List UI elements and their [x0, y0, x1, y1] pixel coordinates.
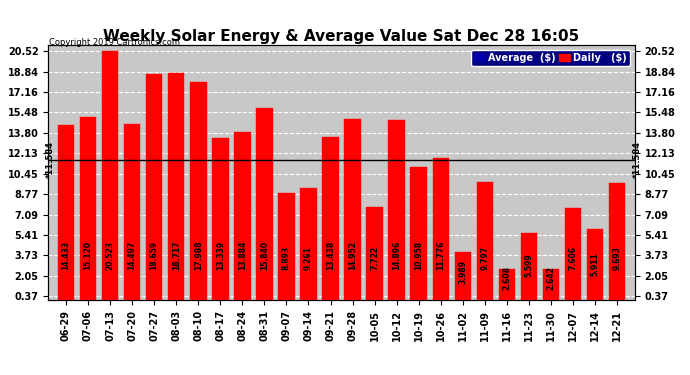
- Bar: [300, 188, 317, 301]
- Text: 8.893: 8.893: [282, 246, 291, 270]
- Text: 2.642: 2.642: [546, 266, 555, 290]
- Text: 14.952: 14.952: [348, 242, 357, 270]
- Text: 13.884: 13.884: [238, 241, 247, 270]
- Text: 15.840: 15.840: [260, 241, 269, 270]
- Bar: [455, 252, 471, 301]
- Text: 14.896: 14.896: [392, 241, 401, 270]
- Bar: [543, 269, 560, 301]
- Bar: [212, 138, 228, 301]
- Bar: [565, 208, 582, 301]
- Text: 18.659: 18.659: [150, 241, 159, 270]
- Text: 11.776: 11.776: [436, 241, 445, 270]
- Title: Weekly Solar Energy & Average Value Sat Dec 28 16:05: Weekly Solar Energy & Average Value Sat …: [104, 29, 580, 44]
- Text: 9.261: 9.261: [304, 246, 313, 270]
- Bar: [190, 82, 206, 301]
- Text: 20.523: 20.523: [106, 242, 115, 270]
- Text: 7.722: 7.722: [370, 246, 379, 270]
- Text: *11.584: *11.584: [46, 141, 55, 178]
- Text: 14.433: 14.433: [61, 241, 70, 270]
- Bar: [124, 124, 140, 301]
- Text: 13.339: 13.339: [216, 241, 225, 270]
- Legend: Average  ($), Daily   ($): Average ($), Daily ($): [471, 50, 630, 66]
- Bar: [366, 207, 383, 301]
- Text: 5.599: 5.599: [524, 254, 533, 277]
- Text: 18.717: 18.717: [172, 241, 181, 270]
- Bar: [477, 182, 493, 301]
- Bar: [278, 193, 295, 301]
- Bar: [101, 51, 118, 301]
- Bar: [499, 269, 515, 301]
- Bar: [609, 183, 625, 301]
- Bar: [234, 132, 250, 301]
- Bar: [344, 119, 361, 301]
- Text: 9.693: 9.693: [613, 246, 622, 270]
- Text: 15.120: 15.120: [83, 242, 92, 270]
- Bar: [388, 120, 405, 301]
- Text: 2.608: 2.608: [502, 266, 511, 290]
- Bar: [433, 158, 449, 301]
- Text: 5.911: 5.911: [591, 252, 600, 276]
- Text: 3.989: 3.989: [458, 260, 467, 284]
- Text: 17.988: 17.988: [194, 241, 203, 270]
- Bar: [146, 74, 162, 301]
- Bar: [322, 137, 339, 301]
- Text: 14.497: 14.497: [128, 241, 137, 270]
- Text: *11.584: *11.584: [633, 141, 642, 178]
- Bar: [58, 125, 75, 301]
- Text: 13.438: 13.438: [326, 241, 335, 270]
- Bar: [586, 229, 603, 301]
- Text: Copyright 2019 Cartronics.com: Copyright 2019 Cartronics.com: [50, 38, 180, 47]
- Bar: [256, 108, 273, 301]
- Text: 10.958: 10.958: [414, 241, 423, 270]
- Text: 9.797: 9.797: [480, 246, 489, 270]
- Bar: [411, 168, 427, 301]
- Bar: [168, 73, 184, 301]
- Text: 7.606: 7.606: [569, 246, 578, 270]
- Bar: [521, 233, 538, 301]
- Bar: [80, 117, 97, 301]
